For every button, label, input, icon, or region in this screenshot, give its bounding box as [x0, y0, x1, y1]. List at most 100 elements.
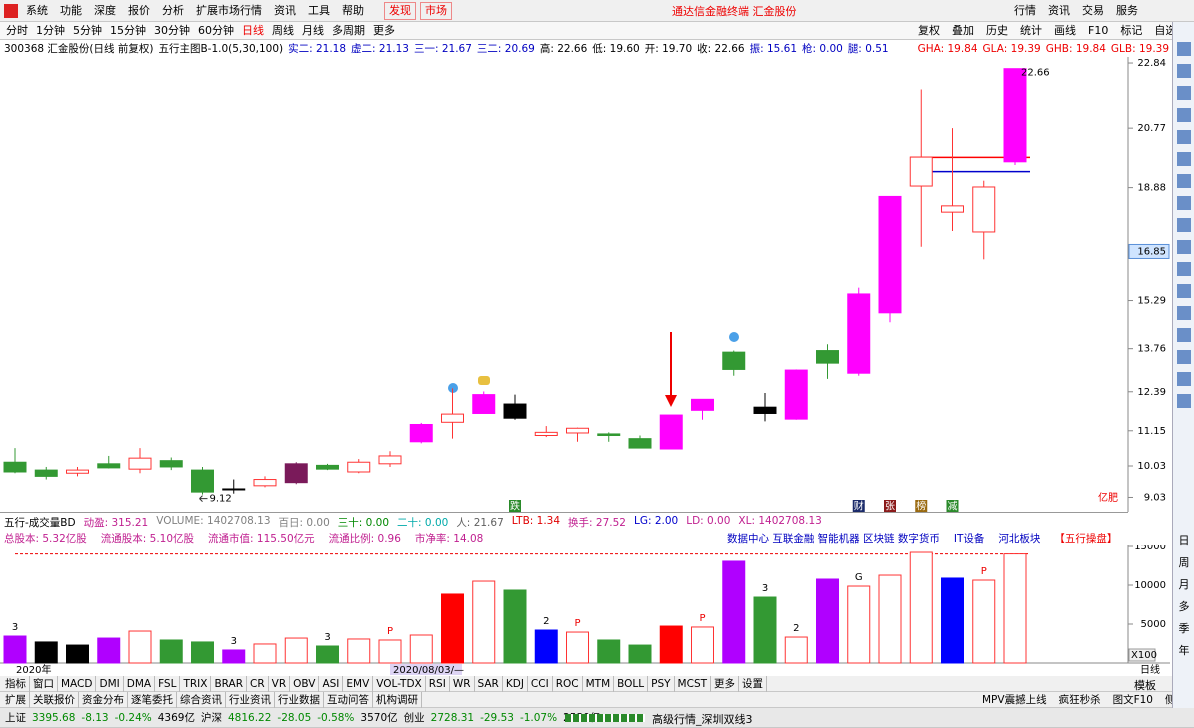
indicator-tab[interactable]: BRAR: [211, 676, 247, 692]
menu-item[interactable]: 报价: [128, 4, 150, 17]
indicator-tab[interactable]: TRIX: [180, 676, 212, 692]
candle-body: [753, 406, 777, 414]
menu-right-item[interactable]: 资讯: [1048, 4, 1070, 17]
volume-bar: [847, 585, 871, 664]
side-icons[interactable]: [1177, 42, 1191, 412]
candle-body: [441, 413, 464, 423]
period-tab[interactable]: 15分钟: [110, 24, 146, 37]
period-tab[interactable]: 周线: [272, 24, 294, 37]
period-tab[interactable]: 30分钟: [154, 24, 190, 37]
indicator-tab[interactable]: PSY: [648, 676, 675, 692]
event-box: [509, 500, 521, 512]
indicator-tab[interactable]: MACD: [58, 676, 97, 692]
menu-highlight-item[interactable]: 市场: [420, 2, 452, 20]
indicator-tab[interactable]: MCST: [675, 676, 712, 692]
indicator-tab[interactable]: DMI: [96, 676, 124, 692]
volume-stat: 二十: 0.00: [397, 517, 449, 529]
menu-bar: 系统 功能 深度 报价 分析 扩展市场行情 资讯 工具 帮助 发现 市场 通达信金融终端 汇金股份…: [0, 0, 1194, 22]
indicator-tab[interactable]: EMV: [343, 676, 374, 692]
concept[interactable]: 数据中心 互联金融 智能机器 区块链 数字货币: [727, 533, 940, 545]
status-item: 3570亿: [360, 712, 398, 724]
ext-tab[interactable]: 资金分布: [79, 692, 128, 708]
side-period[interactable]: 日: [1178, 534, 1190, 547]
tool-button[interactable]: 复权: [918, 24, 940, 37]
menu-right-item[interactable]: 服务: [1116, 4, 1138, 17]
ext-tab[interactable]: 行业资讯: [226, 692, 275, 708]
side-period[interactable]: 多: [1178, 600, 1190, 613]
indicator-tab[interactable]: 更多: [711, 676, 740, 692]
tool-button[interactable]: 自选: [1154, 24, 1177, 37]
y-tick-label: 12.39: [1137, 387, 1166, 398]
ext-tab[interactable]: 行业数据: [275, 692, 324, 708]
indicator-tab[interactable]: DMA: [124, 676, 156, 692]
indicator-tab[interactable]: 设置: [739, 676, 768, 692]
template[interactable]: 模板: [1134, 679, 1156, 692]
menu-item[interactable]: 系统: [26, 4, 48, 17]
indicator-tab[interactable]: MTM: [583, 676, 615, 692]
info-ohlc: 开: 19.70: [644, 43, 693, 55]
ext-tab[interactable]: 综合资讯: [177, 692, 226, 708]
side-period[interactable]: 月: [1178, 578, 1190, 591]
indicator-tab[interactable]: OBV: [290, 676, 320, 692]
ext-tab[interactable]: 互动问答: [324, 692, 373, 708]
ext-link[interactable]: MPV震撼上线: [982, 694, 1047, 706]
period-tab[interactable]: 月线: [302, 24, 324, 37]
period-tab[interactable]: 60分钟: [198, 24, 234, 37]
menu-item[interactable]: 功能: [60, 4, 82, 17]
volume-bar: [378, 639, 402, 664]
side-period[interactable]: 周: [1178, 556, 1190, 569]
ext-tab[interactable]: 关联报价: [30, 692, 79, 708]
ext-tab[interactable]: 机构调研: [373, 692, 422, 708]
tool-button[interactable]: 标记: [1120, 24, 1143, 37]
menu-item[interactable]: 深度: [94, 4, 116, 17]
indicator-tab[interactable]: CR: [247, 676, 269, 692]
indicator-tab[interactable]: BOLL: [614, 676, 649, 692]
tool-button[interactable]: 画线: [1054, 24, 1076, 37]
indicator-tab[interactable]: 窗口: [30, 676, 58, 692]
indicator-tab[interactable]: KDJ: [503, 676, 528, 692]
indicator-tab[interactable]: ROC: [553, 676, 583, 692]
concept[interactable]: 河北板块: [998, 533, 1041, 545]
x-label: 2020/08/03/—: [393, 665, 464, 676]
indicator-tab[interactable]: CCI: [528, 676, 553, 692]
concept[interactable]: IT设备: [953, 533, 985, 545]
menu-item[interactable]: 工具: [308, 4, 330, 17]
menu-item[interactable]: 分析: [162, 4, 184, 17]
ext-tab[interactable]: 扩展: [2, 692, 30, 708]
tool-button[interactable]: F10: [1088, 24, 1109, 37]
ext-link[interactable]: 疯狂秒杀: [1058, 694, 1101, 706]
info-value: 三二: 20.69: [476, 43, 535, 55]
tool-button[interactable]: 历史: [986, 24, 1008, 37]
indicator-tab[interactable]: RSI: [426, 676, 450, 692]
tool-button[interactable]: 统计: [1020, 24, 1042, 37]
candle-body: [34, 469, 58, 477]
candle-body: [972, 186, 996, 233]
indicator-tab[interactable]: 指标: [2, 676, 30, 692]
period-tab[interactable]: 更多: [373, 24, 395, 37]
menu-right-item[interactable]: 交易: [1082, 4, 1104, 17]
ext-link[interactable]: 图文F10: [1112, 694, 1153, 706]
side-period[interactable]: 年: [1178, 644, 1190, 657]
menu-highlight-item[interactable]: 发现: [384, 2, 416, 20]
menu-item[interactable]: 资讯: [274, 4, 296, 17]
indicator-tab[interactable]: VR: [269, 676, 291, 692]
indicator-tab[interactable]: FSL: [155, 676, 181, 692]
tool-button[interactable]: 叠加: [952, 24, 974, 37]
menu-item[interactable]: 扩展市场行情: [196, 4, 262, 17]
menu-item[interactable]: 帮助: [342, 4, 364, 17]
ext-tab[interactable]: 逐笔委托: [128, 692, 177, 708]
period-tab[interactable]: 日线: [242, 24, 264, 37]
y-tick-label: 10000: [1134, 580, 1166, 591]
info-extra: 枪: 0.00: [802, 43, 843, 55]
period-tab[interactable]: 5分钟: [73, 24, 102, 37]
period-tab[interactable]: 1分钟: [36, 24, 65, 37]
side-period[interactable]: 季: [1178, 622, 1190, 635]
indicator-tab[interactable]: WR: [450, 676, 475, 692]
indicator-tab[interactable]: ASI: [319, 676, 344, 692]
menu-right-item[interactable]: 行情: [1014, 4, 1036, 17]
indicator-tab[interactable]: SAR: [475, 676, 503, 692]
indicator-tab[interactable]: VOL-TDX: [373, 676, 426, 692]
period-tab[interactable]: 分时: [6, 24, 28, 37]
period-tab[interactable]: 多周期: [332, 24, 365, 37]
